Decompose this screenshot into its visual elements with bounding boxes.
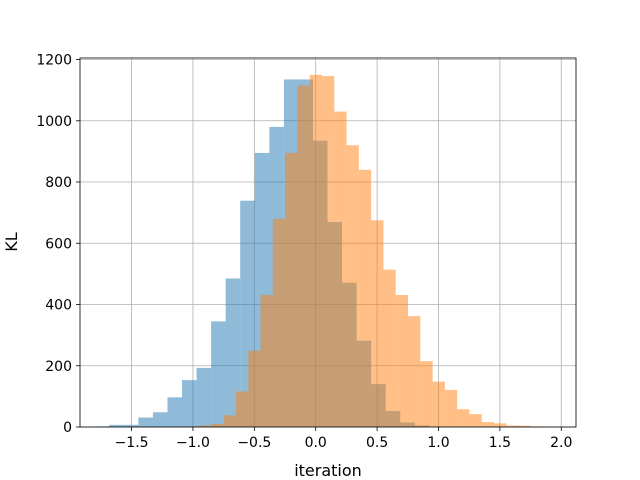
histogram-bar-series-1 — [167, 397, 183, 427]
y-tick-label: 400 — [45, 298, 72, 314]
histogram-bar-series-2 — [199, 425, 212, 427]
plot-frame — [79, 57, 577, 428]
histogram-bar-series-2 — [358, 169, 372, 427]
histogram-bar-series-2 — [334, 111, 347, 428]
histogram-bar-series-1 — [109, 424, 124, 427]
histogram-bar-series-2 — [235, 391, 249, 427]
histogram-bar-series-1 — [211, 321, 226, 427]
histogram-bar-series-2 — [260, 295, 273, 427]
histogram-bar-series-2 — [248, 350, 261, 427]
axis-ticks: −1.5 −1.0 −0.5 0.0 0.5 1.0 1.5 2.0 0 200 400 600 800… — [36, 53, 572, 451]
y-axis-label: KL — [2, 232, 21, 251]
y-tick-label: 1200 — [36, 53, 72, 69]
histogram-bar-series-1 — [182, 380, 197, 427]
y-tick-label: 1000 — [36, 114, 72, 130]
histogram-bar-series-2 — [395, 295, 409, 427]
y-tick-label: 800 — [45, 175, 72, 191]
histogram-bar-series-2 — [383, 269, 396, 427]
histogram-bar-series-1 — [152, 412, 168, 427]
histogram-bars — [94, 74, 556, 428]
x-tick-label: 1.0 — [427, 435, 449, 451]
x-axis-label: iteration — [294, 461, 362, 480]
histogram-bar-series-1 — [196, 367, 212, 427]
histogram-bar-series-2 — [346, 145, 359, 427]
histogram-bar-series-2 — [223, 415, 236, 427]
histogram-bar-series-1 — [225, 278, 241, 427]
histogram-bar-series-2 — [408, 316, 421, 427]
histogram-bar-series-2 — [420, 361, 433, 427]
histogram-bar-series-2 — [494, 423, 507, 427]
x-tick-label: 0.5 — [366, 435, 388, 451]
x-tick-label: 0.0 — [305, 435, 327, 451]
x-tick-label: −1.0 — [176, 435, 210, 451]
histogram-bar-series-2 — [481, 422, 495, 427]
histogram-bar-series-2 — [457, 409, 470, 427]
histogram-bar-series-2 — [506, 425, 519, 427]
histogram-bar-series-2 — [297, 85, 310, 427]
histogram-bar-series-2 — [432, 381, 445, 427]
histogram-bar-series-1 — [123, 424, 139, 427]
histogram-bar-series-2 — [211, 423, 224, 427]
x-tick-label: 1.5 — [489, 435, 511, 451]
histogram-bar-series-2 — [371, 220, 384, 427]
histogram-bar-series-2 — [321, 76, 335, 427]
histogram-bar-series-2 — [469, 414, 482, 427]
histogram-bar-series-1 — [138, 417, 153, 427]
y-tick-label: 200 — [45, 359, 72, 375]
histogram-bar-series-2 — [444, 389, 458, 427]
histogram-bar-series-2 — [272, 218, 286, 427]
x-tick-label: 2.0 — [550, 435, 572, 451]
histogram-bar-series-2 — [285, 152, 298, 428]
y-tick-label: 600 — [45, 236, 72, 252]
histogram-bar-series-2 — [309, 74, 322, 428]
y-tick-label: 0 — [63, 420, 72, 436]
x-tick-label: −1.5 — [115, 435, 149, 451]
x-tick-label: −0.5 — [237, 435, 271, 451]
histogram-bar-series-2 — [518, 425, 531, 427]
